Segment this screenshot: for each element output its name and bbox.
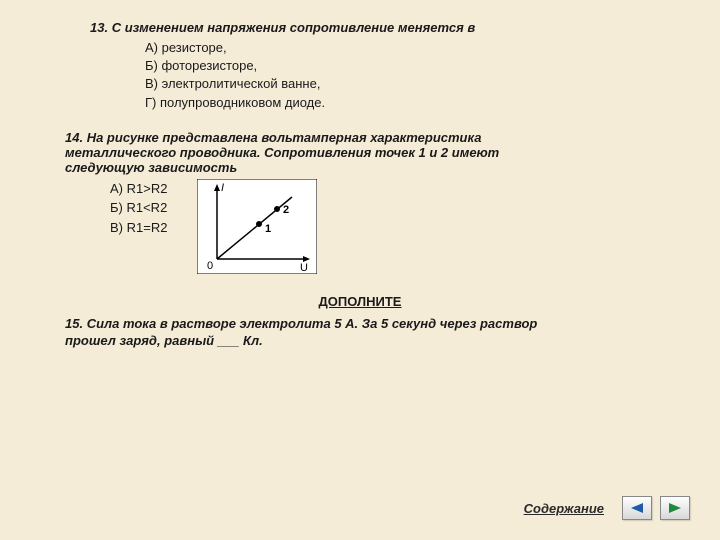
q15-number: 15. (65, 316, 83, 331)
q14-line2: металлического проводника. Сопротивления… (65, 145, 499, 160)
q13-text: С изменением напряжения сопротивление ме… (112, 20, 476, 35)
q14-block: А) R1>R2 Б) R1<R2 В) R1=R2 12 0 I U (110, 179, 690, 274)
q13-options: А) резисторе, Б) фоторезисторе, В) элект… (145, 39, 690, 112)
svg-text:1: 1 (265, 223, 271, 235)
arrow-left-icon (629, 501, 645, 515)
q14-title: 14. На рисунке представлена вольтамперна… (65, 130, 690, 175)
nav-bar: Содержание (524, 496, 690, 520)
q14-option-b: Б) R1<R2 (110, 198, 167, 218)
q14-line3: следующую зависимость (65, 160, 237, 175)
q13-title: 13. С изменением напряжения сопротивлени… (90, 20, 690, 35)
q13-option-d: Г) полупроводниковом диоде. (145, 94, 690, 112)
q15-line2: прошел заряд, равный ___ Кл. (65, 333, 263, 348)
svg-text:2: 2 (283, 204, 289, 216)
prev-button[interactable] (622, 496, 652, 520)
q13-number: 13. (90, 20, 108, 35)
svg-text:0: 0 (207, 260, 213, 272)
q14-option-c: В) R1=R2 (110, 218, 167, 238)
q13-option-b: Б) фоторезисторе, (145, 57, 690, 75)
q14-number: 14. (65, 130, 83, 145)
q14-line1: На рисунке представлена вольтамперная ха… (87, 130, 482, 145)
iv-graph: 12 0 I U (197, 179, 317, 274)
q15-text: 15. Сила тока в растворе электролита 5 А… (65, 315, 690, 350)
svg-text:I: I (221, 182, 224, 194)
svg-text:U: U (300, 262, 308, 274)
arrow-right-icon (667, 501, 683, 515)
q14-option-a: А) R1>R2 (110, 179, 167, 199)
q13-option-a: А) резисторе, (145, 39, 690, 57)
q15-line1: Сила тока в растворе электролита 5 А. За… (87, 316, 538, 331)
q13-option-c: В) электролитической ванне, (145, 75, 690, 93)
contents-link[interactable]: Содержание (524, 501, 604, 516)
section-header: ДОПОЛНИТЕ (30, 294, 690, 309)
q14-options: А) R1>R2 Б) R1<R2 В) R1=R2 (110, 179, 167, 274)
next-button[interactable] (660, 496, 690, 520)
